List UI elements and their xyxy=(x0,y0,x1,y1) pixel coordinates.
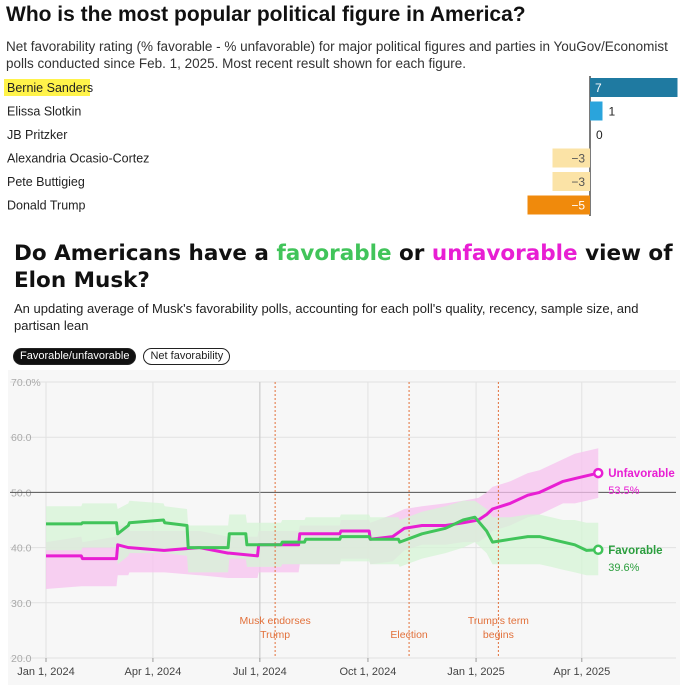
title-part-5: view of Elon Musk? xyxy=(14,241,673,293)
unfavorable-series-line xyxy=(46,471,599,561)
x-tick-label: Oct 1, 2024 xyxy=(340,666,397,678)
bar xyxy=(552,148,590,168)
musk-favorability-chart: 20.0 30.0 40.0 50.0 60.0 70.0% Jan 1, 2024 Apr … xyxy=(8,370,680,685)
event-label: Election xyxy=(390,629,428,641)
popularity-title: Who is the most popular political figure… xyxy=(6,3,526,26)
bar-category-label: Donald Trump xyxy=(7,199,86,213)
title-part-3: or xyxy=(391,241,432,266)
x-tick-label: Apr 1, 2024 xyxy=(124,666,181,678)
bar-value-label: 1 xyxy=(609,105,616,119)
x-tick-label: Jul 1, 2024 xyxy=(233,666,287,678)
bar-category-label: JB Pritzker xyxy=(7,128,67,142)
title-favorable-word: favorable xyxy=(276,241,392,266)
bar-value-label: 7 xyxy=(595,81,602,95)
toggle-favorable-unfavorable[interactable]: Favorable/unfavorable xyxy=(13,348,137,365)
event-label: Musk endorses xyxy=(240,615,311,627)
bar-category-label: Bernie Sanders xyxy=(7,81,93,95)
bar-category-label: Elissa Slotkin xyxy=(7,105,81,119)
unfavorable-series-label: Unfavorable xyxy=(608,468,674,480)
y-tick-label: 20.0 xyxy=(11,653,32,665)
bar xyxy=(552,172,590,191)
event-label: Trump's term xyxy=(468,615,529,627)
view-toggle-group: Favorable/unfavorable Net favorability xyxy=(13,348,231,365)
musk-chart-subtitle: An updating average of Musk's favorabili… xyxy=(14,301,639,333)
toggle-net-favorability[interactable]: Net favorability xyxy=(143,348,231,365)
event-label: Trump xyxy=(260,629,290,641)
x-tick-label: Jan 1, 2025 xyxy=(447,666,505,678)
bar xyxy=(590,101,603,121)
bar xyxy=(590,78,678,97)
bar-value-label: 0 xyxy=(596,128,603,142)
x-tick-label: Jan 1, 2024 xyxy=(17,666,75,678)
event-label: begins xyxy=(483,629,514,641)
unfavorable-end-value: 53.5% xyxy=(608,485,639,497)
unfavorable-end-marker xyxy=(593,467,604,479)
favorable-series-label: Favorable xyxy=(608,545,662,557)
bar-value-label: −5 xyxy=(571,199,585,213)
highlight-marker xyxy=(4,79,90,96)
bar-category-label: Pete Buttigieg xyxy=(7,175,85,189)
favorable-series-line xyxy=(46,515,599,552)
title-part-1: Do Americans have a xyxy=(14,241,277,266)
y-tick-label: 60.0 xyxy=(11,432,32,444)
y-tick-label: 70.0% xyxy=(11,377,41,389)
bar-category-label: Alexandria Ocasio-Cortez xyxy=(7,152,149,166)
bar xyxy=(527,195,590,215)
y-tick-label: 50.0 xyxy=(11,487,32,499)
y-tick-label: 30.0 xyxy=(11,598,32,610)
y-tick-label: 40.0 xyxy=(11,543,32,555)
popularity-bar-chart: Bernie Sanders 7 Elissa Slotkin 1 JB Pritzke… xyxy=(4,76,678,216)
favorable-end-value: 39.6% xyxy=(608,562,639,574)
x-tick-label: Apr 1, 2025 xyxy=(553,666,610,678)
popularity-subtitle: Net favorability rating (% favorable - %… xyxy=(6,39,668,71)
bar-value-label: −3 xyxy=(571,175,585,189)
title-unfavorable-word: unfavorable xyxy=(431,241,578,266)
favorable-end-marker xyxy=(593,544,604,556)
bar-value-label: −3 xyxy=(571,152,585,166)
musk-chart-title: Do Americans have a favorable or unfavor… xyxy=(14,240,684,294)
